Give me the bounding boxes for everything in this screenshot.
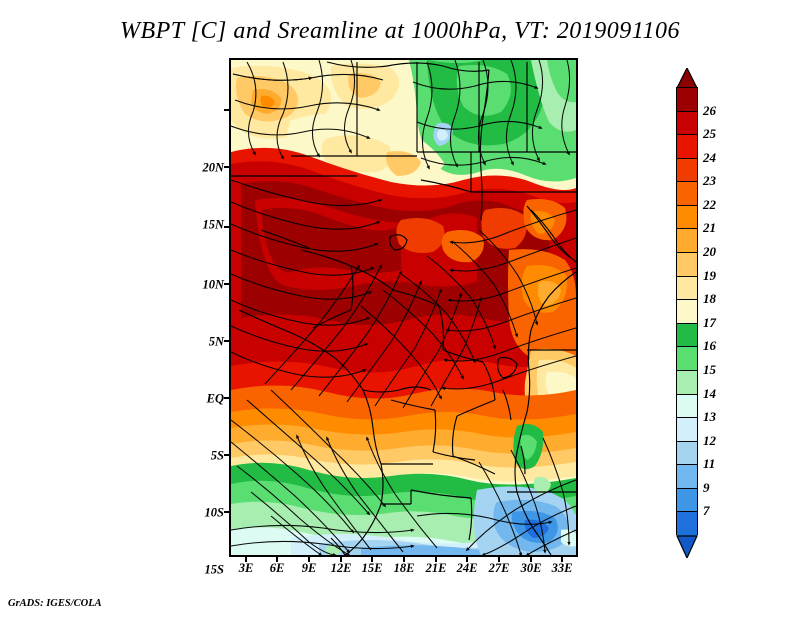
colorbar-tick-label: 15 <box>703 361 716 377</box>
y-tick-label: 10N <box>202 277 224 292</box>
colorbar-tick-label: 21 <box>703 220 716 236</box>
colorbar-top-arrow-icon <box>676 68 698 88</box>
y-tick-label: EQ <box>206 391 224 406</box>
page-title: WBPT [C] and Sreamline at 1000hPa, VT: 2… <box>119 18 681 44</box>
colorbar-segment <box>677 441 697 466</box>
x-tick-label: 30E <box>520 561 542 575</box>
x-tick-label: 27E <box>488 561 510 575</box>
y-tick <box>224 454 230 456</box>
colorbar-segment <box>677 253 697 277</box>
y-tick <box>224 511 230 513</box>
x-tick <box>530 557 532 562</box>
y-tick <box>224 340 230 342</box>
colorbar-segment <box>677 205 697 230</box>
colorbar-tick-label: 18 <box>703 291 716 307</box>
colorbar-tick-label: 14 <box>703 385 716 401</box>
colorbar-tick-label: 11 <box>703 456 716 472</box>
colorbar-segment <box>677 512 697 536</box>
colorbar-tick-label: 7 <box>703 503 710 519</box>
y-tick <box>224 109 230 111</box>
grads-credit: GrADS: IGES/COLA <box>8 598 102 609</box>
y-tick-label: 15S <box>204 562 224 577</box>
colorbar-segment <box>677 135 697 159</box>
x-tick <box>245 557 247 562</box>
colorbar-tick-label: 9 <box>703 479 710 495</box>
x-tick-label: 9E <box>301 561 317 575</box>
y-axis-ticks <box>223 58 230 557</box>
x-tick-label: 18E <box>393 561 415 575</box>
x-tick-label: 15E <box>361 561 383 575</box>
x-axis-ticks <box>229 557 578 563</box>
colorbar-segment <box>677 394 697 419</box>
colorbar-tick-label: 22 <box>703 196 716 212</box>
colorbar-segment <box>677 488 697 513</box>
x-tick-label: 6E <box>269 561 285 575</box>
colorbar-segment <box>677 370 697 395</box>
colorbar: 26 25 24 23 22 21 20 19 18 17 16 15 14 13 12 11 9 7 <box>676 68 716 558</box>
colorbar-tick-label: 23 <box>703 173 716 189</box>
colorbar-segment <box>677 111 697 136</box>
colorbar-tick-label: 26 <box>703 102 716 118</box>
colorbar-segment <box>677 229 697 254</box>
map-plot-area <box>229 58 578 557</box>
x-tick <box>308 557 310 562</box>
colorbar-tick-label: 24 <box>703 149 716 165</box>
colorbar-tick-label: 17 <box>703 314 716 330</box>
y-tick-label: 10S <box>204 505 224 520</box>
colorbar-segment <box>677 88 697 112</box>
colorbar-tick-label: 25 <box>703 126 716 142</box>
y-tick-label: 5S <box>210 448 224 463</box>
x-tick-label: 24E <box>456 561 478 575</box>
x-tick <box>340 557 342 562</box>
y-tick-label: 15N <box>202 217 224 232</box>
wbpt-contour-streamline-map <box>231 60 576 555</box>
y-tick <box>224 166 230 168</box>
colorbar-segments <box>676 87 698 536</box>
x-tick-label: 33E <box>551 561 573 575</box>
colorbar-tick-label: 20 <box>703 244 716 260</box>
x-tick <box>276 557 278 562</box>
colorbar-segment <box>677 465 697 489</box>
x-tick-label: 21E <box>425 561 447 575</box>
colorbar-tick-label: 16 <box>703 338 716 354</box>
colorbar-segment <box>677 182 697 206</box>
colorbar-tick-label: 13 <box>703 409 716 425</box>
colorbar-segment <box>677 418 697 442</box>
colorbar-segment <box>677 276 697 301</box>
x-tick <box>435 557 437 562</box>
x-tick <box>371 557 373 562</box>
y-tick <box>224 397 230 399</box>
y-tick <box>224 283 230 285</box>
x-tick <box>498 557 500 562</box>
colorbar-segment <box>677 323 697 348</box>
colorbar-segment <box>677 158 697 183</box>
colorbar-bottom-arrow-icon <box>676 535 698 558</box>
x-tick <box>466 557 468 562</box>
y-tick-label: 5N <box>208 334 224 349</box>
colorbar-segment <box>677 347 697 371</box>
y-axis-labels: 20N 15N 10N 5N EQ 5S 10S 15S <box>168 58 224 577</box>
x-tick-label: 3E <box>238 561 254 575</box>
colorbar-tick-label: 12 <box>703 432 716 448</box>
colorbar-tick-label: 19 <box>703 267 716 283</box>
y-tick <box>224 226 230 228</box>
x-axis-labels: 3E 6E 9E 12E 15E 18E 21E 24E 27E 30E 33E <box>229 561 578 581</box>
colorbar-segment <box>677 300 697 324</box>
x-tick <box>561 557 563 562</box>
y-tick-label: 20N <box>202 160 224 175</box>
x-tick-label: 12E <box>330 561 352 575</box>
x-tick <box>403 557 405 562</box>
